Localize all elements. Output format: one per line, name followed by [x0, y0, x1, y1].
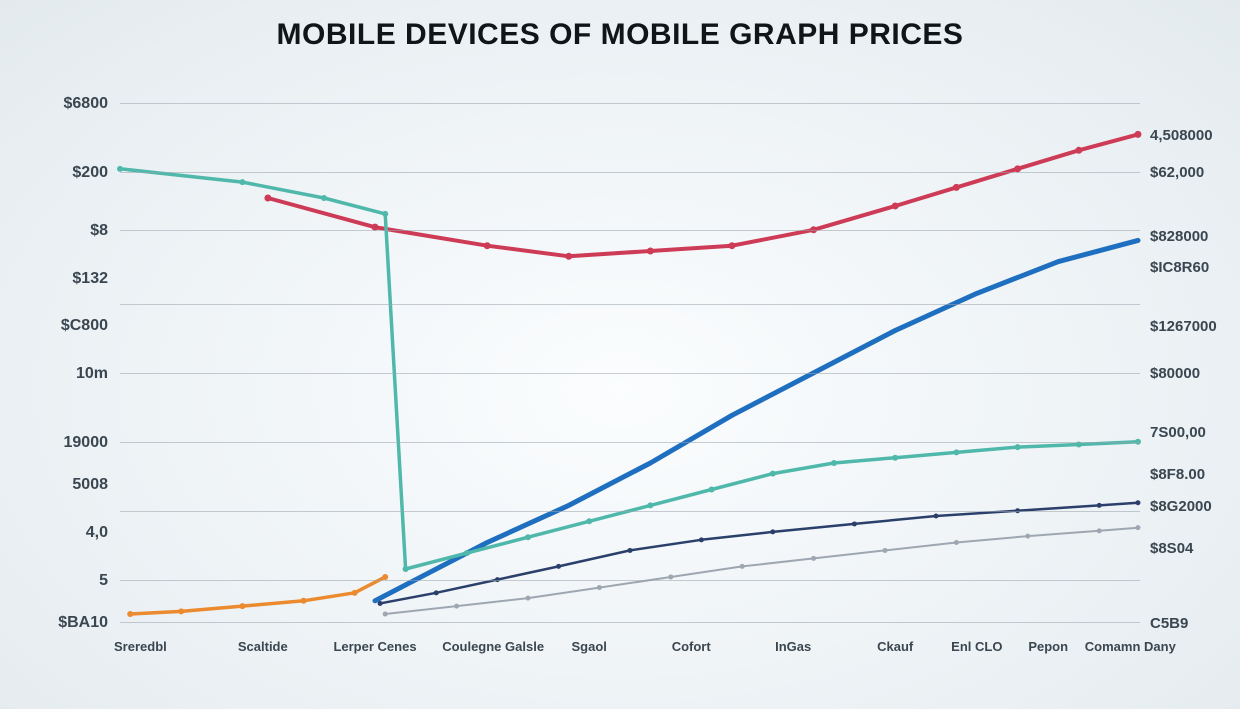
- marker-red-line: [729, 242, 736, 249]
- marker-gray-line: [526, 596, 531, 601]
- marker-gray-line: [811, 556, 816, 561]
- series-red-line: [268, 134, 1138, 256]
- marker-teal-line: [321, 195, 327, 201]
- marker-gray-line: [1025, 534, 1030, 539]
- x-tick-label: InGas: [775, 640, 811, 654]
- y-left-tick-label: $132: [72, 270, 108, 288]
- y-right-tick-label: $828000: [1150, 228, 1208, 245]
- y-left-tick-label: $8: [90, 222, 108, 240]
- marker-gray-line: [954, 540, 959, 545]
- y-left-tick-label: $C800: [61, 317, 108, 335]
- marker-navy-line: [934, 514, 939, 519]
- y-right-tick-label: $1267000: [1150, 318, 1217, 335]
- y-right-tick-label: $8S04: [1150, 540, 1193, 557]
- marker-navy-line: [434, 590, 439, 595]
- marker-gray-line: [883, 548, 888, 553]
- marker-orange-short: [178, 608, 184, 614]
- y-left-tick-label: 4,0: [86, 524, 108, 542]
- marker-red-line: [565, 253, 572, 260]
- x-tick-label: Ckauf: [877, 640, 913, 654]
- marker-gray-line: [454, 604, 459, 609]
- x-tick-label: Pepon: [1028, 640, 1068, 654]
- marker-orange-short: [127, 611, 133, 617]
- marker-teal-line: [953, 449, 959, 455]
- marker-teal-line: [382, 211, 388, 217]
- marker-gray-line: [1097, 528, 1102, 533]
- y-left-tick-label: 5008: [72, 476, 108, 494]
- y-left-tick-label: $200: [72, 164, 108, 182]
- marker-red-line: [892, 202, 899, 209]
- marker-navy-line: [852, 521, 857, 526]
- marker-teal-line: [1015, 444, 1021, 450]
- x-tick-label: Coulegne Galsle: [442, 640, 532, 654]
- y-left-tick-label: $6800: [64, 95, 109, 113]
- marker-gray-line: [383, 612, 388, 617]
- series-gray-line: [385, 528, 1138, 614]
- y-right-tick-label: C5B9: [1150, 615, 1188, 632]
- marker-teal-line: [892, 455, 898, 461]
- series-navy-line: [380, 503, 1138, 604]
- marker-teal-line: [403, 566, 409, 572]
- marker-orange-short: [239, 603, 245, 609]
- grid-line: [120, 103, 1140, 104]
- y-left-tick-label: 19000: [64, 434, 109, 452]
- marker-teal-line: [464, 550, 470, 556]
- x-tick-label: Lerper Cenes: [333, 640, 416, 654]
- marker-navy-line: [1097, 503, 1102, 508]
- y-right-tick-label: 4,508000: [1150, 127, 1213, 144]
- chart-container: { "title": { "text": "MOBILE DEVICES OF …: [0, 0, 1240, 709]
- marker-red-line: [484, 242, 491, 249]
- x-tick-label: Sreredbl: [114, 640, 167, 654]
- marker-navy-line: [770, 529, 775, 534]
- y-left-tick-label: $BA10: [58, 614, 108, 632]
- x-tick-label: Comamn Dany: [1085, 640, 1175, 654]
- marker-gray-line: [740, 564, 745, 569]
- grid-line: [120, 304, 1140, 305]
- marker-teal-line: [831, 460, 837, 466]
- grid-line: [120, 622, 1140, 623]
- x-tick-label: Cofort: [672, 640, 711, 654]
- y-right-tick-label: $8F8.00: [1150, 466, 1205, 483]
- y-left-tick-label: 5‎: [99, 572, 108, 590]
- marker-teal-line: [239, 179, 245, 185]
- marker-orange-short: [352, 590, 358, 596]
- x-tick-label: Scaltide: [238, 640, 288, 654]
- grid-line: [120, 172, 1140, 173]
- chart-title: MOBILE DEVICES OF MOBILE GRAPH PRICES: [0, 18, 1240, 52]
- marker-teal-line: [770, 471, 776, 477]
- y-right-tick-label: 7S00,00: [1150, 424, 1206, 441]
- grid-line: [120, 373, 1140, 374]
- y-left-tick-label: 10m: [76, 365, 108, 383]
- marker-orange-short: [301, 598, 307, 604]
- grid-line: [120, 580, 1140, 581]
- marker-red-line: [1134, 131, 1141, 138]
- grid-line: [120, 511, 1140, 512]
- marker-teal-line: [709, 487, 715, 493]
- marker-navy-line: [556, 564, 561, 569]
- marker-teal-line: [586, 518, 592, 524]
- y-right-tick-label: $IC8R60: [1150, 259, 1209, 276]
- marker-teal-line: [525, 534, 531, 540]
- series-orange-short: [130, 577, 385, 614]
- x-tick-label: Enl CLO: [951, 640, 1002, 654]
- x-tick-label: Sgaol: [571, 640, 606, 654]
- grid-line: [120, 442, 1140, 443]
- marker-red-line: [647, 248, 654, 255]
- marker-teal-line: [647, 502, 653, 508]
- y-right-tick-label: $62,000: [1150, 164, 1204, 181]
- grid-line: [120, 230, 1140, 231]
- marker-navy-line: [378, 601, 383, 606]
- y-right-tick-label: $8G2000: [1150, 498, 1212, 515]
- marker-gray-line: [1135, 525, 1140, 530]
- marker-gray-line: [597, 585, 602, 590]
- marker-navy-line: [628, 548, 633, 553]
- marker-navy-line: [699, 537, 704, 542]
- marker-navy-line: [1135, 500, 1140, 505]
- marker-red-line: [264, 195, 271, 202]
- marker-red-line: [1075, 147, 1082, 154]
- plot-area: SreredblScaltideLerper CenesCoulegne Gal…: [120, 92, 1140, 622]
- y-right-tick-label: $80000: [1150, 365, 1200, 382]
- marker-red-line: [953, 184, 960, 191]
